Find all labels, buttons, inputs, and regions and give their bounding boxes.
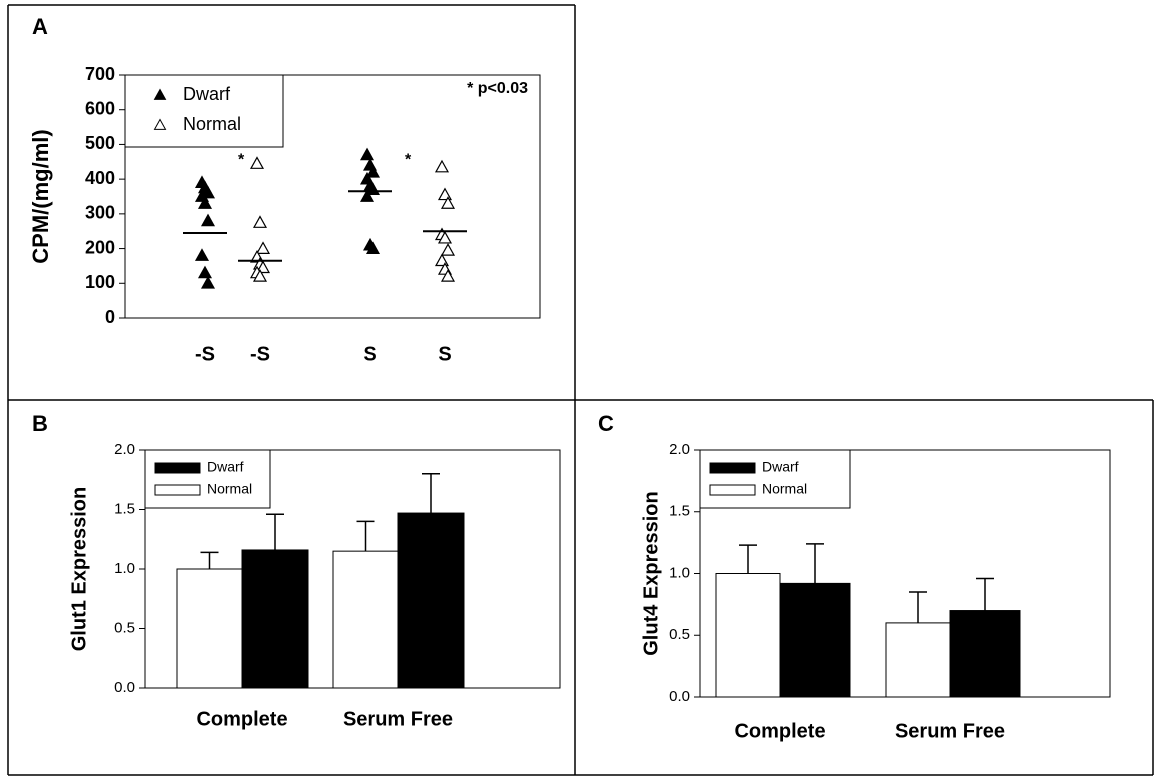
legend-box [699, 449, 851, 509]
bar [332, 550, 399, 689]
legend-swatch [709, 462, 756, 474]
annotation: * p<0.03 [467, 80, 528, 97]
error-bar [356, 520, 375, 552]
x-tick-label: -S [250, 343, 270, 365]
data-point [255, 241, 271, 254]
x-tick-label: S [438, 343, 451, 365]
annotation: * [405, 151, 412, 168]
data-point [200, 213, 216, 227]
x-tick-label: -S [195, 343, 215, 365]
legend-marker [153, 88, 167, 100]
y-axis-label: Glut4 Expression [640, 491, 662, 656]
panel-label: A [32, 14, 48, 39]
data-point [365, 164, 381, 178]
y-tick-label: 0.5 [669, 626, 690, 643]
legend-swatch [154, 484, 201, 496]
bar [949, 610, 1021, 698]
error-bar [422, 473, 440, 514]
data-point [440, 243, 456, 256]
x-tick-label: Complete [734, 720, 825, 742]
legend-label: Normal [183, 114, 241, 134]
error-bar [266, 513, 284, 550]
x-tick-label: Serum Free [343, 708, 453, 730]
legend-swatch [709, 484, 756, 496]
y-tick-label: 2.0 [669, 441, 690, 458]
bar [715, 573, 781, 698]
y-tick-label: 1.5 [114, 500, 135, 517]
y-tick-label: 500 [85, 133, 115, 153]
y-tick-label: 0.5 [114, 619, 135, 636]
legend-label: Dwarf [207, 459, 244, 475]
data-point [437, 187, 453, 201]
bar [176, 568, 243, 689]
error-bar [200, 551, 219, 569]
y-tick-label: 0.0 [669, 688, 690, 705]
data-point [252, 269, 268, 282]
y-tick-label: 1.0 [669, 564, 690, 581]
data-point [440, 196, 456, 209]
error-bar [739, 544, 757, 574]
data-point [200, 276, 216, 289]
x-tick-label: S [363, 343, 376, 365]
x-tick-label: Serum Free [895, 720, 1005, 742]
data-point [434, 253, 450, 267]
bar [779, 582, 851, 698]
annotation: * [238, 151, 245, 168]
data-point [249, 156, 265, 169]
plot-area [124, 74, 541, 319]
y-tick-label: 400 [85, 168, 115, 188]
y-tick-label: 1.0 [114, 560, 135, 577]
y-tick-label: 200 [85, 237, 115, 257]
error-bar [806, 543, 824, 584]
y-axis-label: Glut1 Expression [68, 487, 90, 652]
data-point [197, 265, 213, 279]
data-point [434, 159, 450, 173]
legend-label: Dwarf [183, 84, 231, 104]
bar [397, 512, 465, 689]
legend-label: Dwarf [762, 459, 799, 475]
error-bar [909, 591, 927, 623]
y-tick-label: 100 [85, 272, 115, 292]
bar [885, 622, 951, 698]
data-point [197, 196, 213, 209]
legend-box [124, 74, 284, 148]
data-point [194, 248, 210, 261]
data-point [359, 189, 375, 202]
y-tick-label: 300 [85, 203, 115, 223]
data-point [365, 241, 381, 254]
data-point [440, 269, 456, 282]
legend-marker [153, 118, 167, 130]
y-tick-label: 0 [105, 307, 115, 327]
y-tick-label: 2.0 [114, 441, 135, 458]
y-tick-label: 1.5 [669, 503, 690, 520]
panel-label: B [32, 411, 48, 436]
bar [241, 549, 309, 689]
data-point [252, 215, 268, 228]
legend-swatch [154, 462, 201, 474]
y-tick-label: 600 [85, 98, 115, 118]
y-tick-label: 700 [85, 64, 115, 84]
data-point [359, 147, 375, 161]
legend-label: Normal [762, 481, 807, 497]
y-axis-label: CPM/(mg/ml) [28, 129, 53, 263]
legend-label: Normal [207, 481, 252, 497]
x-tick-label: Complete [196, 708, 287, 730]
data-point [437, 230, 453, 244]
panel-label: C [598, 411, 614, 436]
error-bar [976, 577, 994, 611]
y-tick-label: 0.0 [114, 679, 135, 696]
legend-box [144, 449, 271, 509]
